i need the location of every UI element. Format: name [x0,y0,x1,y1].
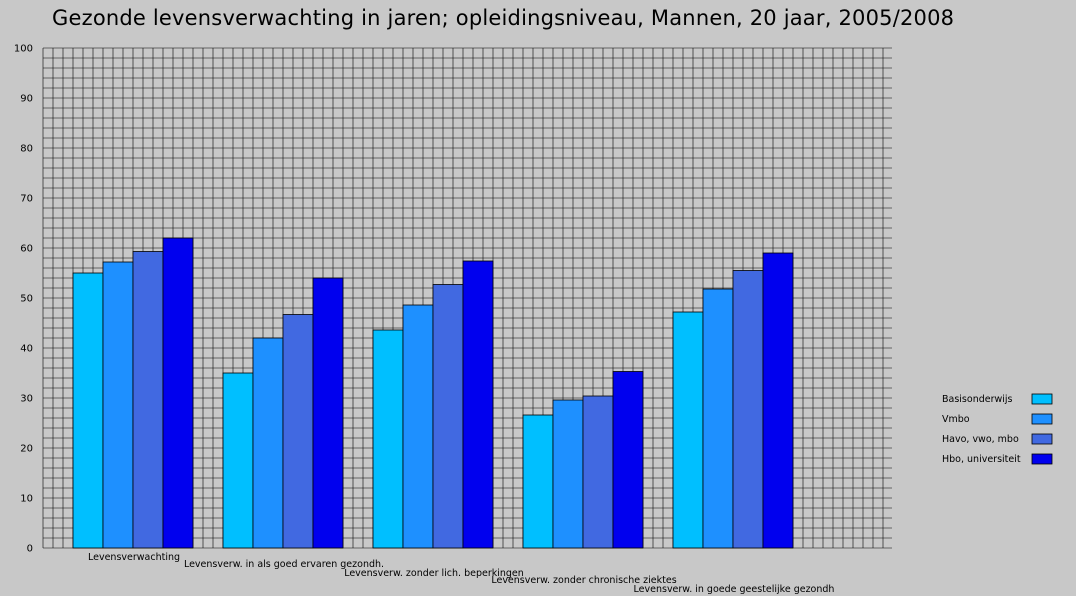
bar [222,372,254,549]
category-label: Levensverw. zonder chronische ziektes [491,575,676,586]
y-tick-label: 30 [20,394,33,405]
bar [522,414,554,549]
legend-label: Havo, vwo, mbo [942,434,1019,445]
legend-label: Vmbo [942,414,970,425]
category-label: Levensverw. zonder lich. beperkingen [344,568,524,579]
bar [162,237,194,549]
bar [312,277,344,549]
bar [102,261,134,549]
bar [372,329,404,549]
bar [402,304,434,549]
bar [552,399,584,549]
category-label: Levensverw. in goede geestelijke gezondh [634,584,835,595]
bar [702,288,734,549]
legend-swatch [1031,393,1053,405]
category-label: Levensverwachting [88,552,180,563]
legend-swatch [1031,453,1053,465]
y-tick-label: 70 [20,194,33,205]
bar [582,395,614,549]
bar [432,284,464,549]
bar [132,251,164,549]
legend-swatch [1031,433,1053,445]
y-tick-label: 90 [20,94,33,105]
bar [72,272,104,549]
legend-swatch [1031,413,1053,425]
bar [762,252,794,549]
chart-title: Gezonde levensverwachting in jaren; ople… [52,6,955,30]
bar [462,260,494,549]
category-label: Levensverw. in als goed ervaren gezondh. [184,559,384,570]
y-tick-label: 0 [27,544,33,555]
y-tick-label: 40 [20,344,33,355]
legend-label: Hbo, universiteit [942,454,1021,465]
bar [282,314,314,549]
bar [732,270,764,549]
y-tick-label: 100 [14,44,33,55]
bar [252,337,284,549]
y-tick-label: 10 [20,494,33,505]
y-tick-label: 50 [20,294,33,305]
bar [672,311,704,549]
y-tick-label: 20 [20,444,33,455]
bar [612,371,644,549]
legend-label: Basisonderwijs [942,394,1013,405]
y-tick-label: 80 [20,144,33,155]
y-tick-label: 60 [20,244,33,255]
